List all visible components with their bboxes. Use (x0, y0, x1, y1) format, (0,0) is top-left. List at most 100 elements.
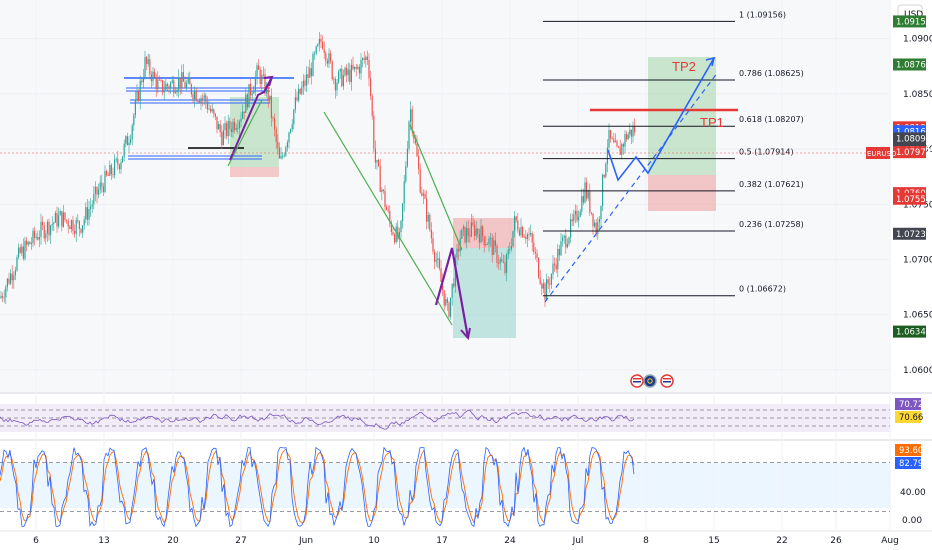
candle-body (368, 60, 370, 79)
candle-body (118, 164, 120, 170)
price-axis[interactable]: 1.090001.085001.080001.075001.070001.065… (903, 35, 932, 376)
candle-body (634, 126, 636, 133)
candle-body (560, 241, 562, 256)
candle-body (515, 216, 517, 221)
candle-body (405, 165, 407, 182)
price-tag-label: 1.07233 (896, 230, 931, 240)
candle-body (85, 207, 87, 220)
candle-body (2, 296, 4, 298)
time-tick-label: 6 (33, 536, 39, 546)
candle-body (584, 182, 586, 203)
candle-body (326, 60, 328, 64)
candle-body (67, 220, 69, 227)
candle-body (438, 258, 440, 269)
candle-body (58, 215, 60, 227)
fib-level-label: 0.382 (1.07621) (739, 180, 804, 189)
time-tick-label: 20 (167, 536, 179, 546)
event-markers[interactable] (630, 374, 674, 388)
candle-body (283, 155, 285, 157)
candle-body (389, 211, 391, 223)
candle-body (131, 125, 133, 140)
time-axis[interactable]: 6 13 20 27 Jun 10 17 24 Jul 8 15 22 26 Aug (33, 536, 899, 546)
candle-body (150, 74, 152, 82)
projection-path (607, 57, 715, 182)
candle-body (458, 248, 460, 252)
fib-level-label: 1 (1.09156) (739, 10, 786, 19)
candle-body (186, 82, 188, 89)
candle-body (75, 219, 77, 234)
candle-body (384, 190, 386, 207)
candle-body (82, 225, 84, 233)
candle-body (362, 58, 364, 60)
time-tick-label: 26 (830, 536, 842, 546)
candle-body (437, 258, 439, 261)
candle-body (357, 66, 359, 69)
candle-body (498, 262, 500, 264)
candle-body (493, 240, 495, 255)
candle-body (339, 68, 341, 72)
candle-body (141, 80, 143, 83)
candle-body (504, 262, 506, 273)
candle-body (400, 220, 402, 233)
candle-body (480, 226, 482, 243)
candle-body (205, 95, 207, 102)
candle-body (42, 221, 44, 226)
candle-body (285, 147, 287, 156)
candle-body (373, 115, 375, 149)
candle-body (142, 77, 144, 83)
fibonacci-retracement[interactable]: 1 (1.09156) 0.786 (1.08625) 0.618 (1.08207… (543, 10, 804, 297)
candle-body (106, 171, 108, 176)
candle-body (330, 53, 332, 62)
candle-body (266, 84, 268, 94)
candle-body (582, 196, 584, 203)
candle-body (506, 254, 508, 273)
candle-body (178, 77, 180, 90)
candle-body (355, 66, 357, 69)
candle-body (158, 79, 160, 81)
candle-body (53, 222, 55, 225)
candle-body (610, 129, 612, 139)
candle-body (203, 95, 205, 99)
candle-body (45, 233, 47, 239)
candle-body (163, 89, 165, 93)
candle-body (397, 226, 399, 240)
candle-body (54, 212, 56, 223)
symbol-tag[interactable]: EURUSD (866, 147, 896, 159)
candle-body (565, 235, 567, 248)
time-tick-label: 22 (776, 536, 787, 546)
candle-body (250, 83, 252, 96)
candle-body (210, 108, 212, 112)
drawings[interactable] (227, 56, 719, 341)
candle-body (234, 121, 236, 131)
candle-body (202, 98, 204, 99)
candle-body (552, 263, 554, 275)
candle-body (576, 210, 578, 221)
candle-body (616, 140, 618, 147)
candle-body (258, 65, 260, 70)
candle-body (499, 259, 501, 264)
price-candles (0, 31, 636, 320)
candle-body (600, 206, 602, 220)
candle-body (632, 126, 634, 137)
candle-body (352, 64, 354, 70)
candle-body (570, 219, 572, 238)
candle-body (259, 69, 261, 84)
candle-body (354, 66, 356, 70)
candle-body (294, 97, 296, 110)
candle-body (587, 191, 589, 199)
candle-body (216, 116, 218, 130)
candle-body (430, 229, 432, 239)
candle-body (344, 67, 346, 76)
candle-body (547, 279, 549, 284)
candle-body (563, 235, 565, 238)
candle-body (222, 130, 224, 145)
candle-body (317, 44, 319, 47)
candle-body (440, 268, 442, 282)
candle-body (557, 248, 559, 270)
candle-body (3, 297, 5, 299)
candle-body (624, 134, 626, 147)
candle-body (539, 277, 541, 284)
candle-body (123, 143, 125, 157)
candle-body (336, 82, 338, 91)
